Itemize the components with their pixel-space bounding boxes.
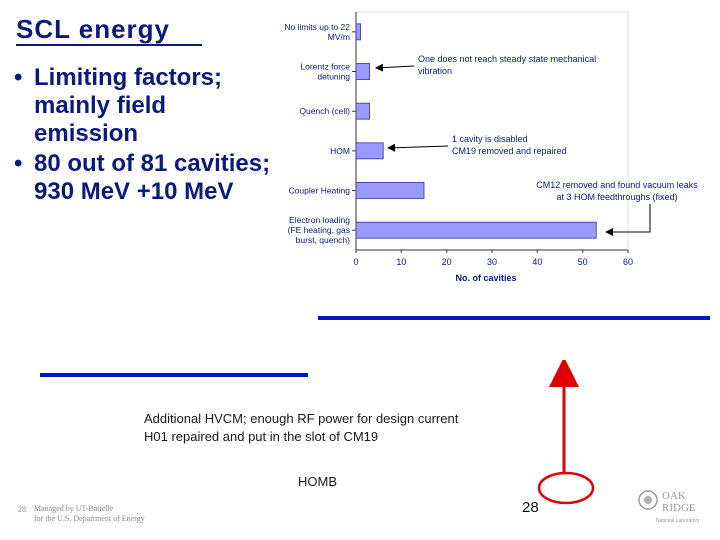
- logo-word: OAK: [662, 490, 686, 502]
- bullet-text: 80 out of 81 cavities; 930 MeV +10 MeV: [34, 150, 271, 205]
- annotation-line: 1 cavity is disabled: [452, 134, 528, 144]
- hvcm-line: Additional HVCM; enough RF power for des…: [144, 411, 459, 426]
- title-underline: [16, 44, 202, 46]
- red-arrow-icon: [537, 360, 595, 505]
- bullet-text: Limiting factors; mainly field emission: [34, 64, 223, 147]
- bullet-dot: •: [14, 64, 23, 91]
- hvcm-note: Additional HVCM; enough RF power for des…: [144, 410, 458, 446]
- bullet-item: • 80 out of 81 cavities; 930 MeV +10 MeV: [14, 150, 276, 206]
- logo-word: RIDGE: [662, 502, 696, 514]
- category-label: Quench (cell): [299, 106, 350, 116]
- red-circle-icon: [537, 471, 595, 505]
- annotation-arrow: [375, 63, 415, 72]
- x-tick-label: 40: [532, 257, 542, 267]
- footer-line: for the U.S. Department of Energy: [34, 514, 145, 523]
- bullet-item: • Limiting factors; mainly field emissio…: [14, 64, 276, 148]
- bar: [355, 63, 371, 80]
- bar: [355, 102, 371, 120]
- category-label: HOM: [330, 146, 350, 156]
- plot-area: [355, 11, 629, 251]
- page-number: 28: [522, 499, 539, 516]
- x-tick-label: 10: [396, 257, 406, 267]
- limiting-factors-chart: No limits up to 22 MV/m Lorentz force detun…: [284, 11, 651, 283]
- category-label: No limits up to 22 MV/m: [284, 22, 350, 42]
- footer-slide-number: 28: [18, 505, 26, 514]
- annotation-line: CM12 removed and found vacuum leaks: [536, 180, 698, 190]
- annotation-arrow: [387, 143, 449, 152]
- x-axis-title: No. of cavities: [455, 273, 516, 283]
- annotation-hom: 1 cavity is disabled CM19 removed and re…: [452, 133, 592, 157]
- bar: [355, 221, 597, 239]
- annotation-line: CM19 removed and repaired: [452, 146, 567, 156]
- oak-ridge-logo: OAK RIDGE National Laboratory: [638, 490, 700, 524]
- category-label: Lorentz force detuning: [300, 62, 350, 82]
- footer-credit: Managed by UT-Battelle for the U.S. Depa…: [34, 504, 145, 524]
- slide-title: SCL energy: [16, 14, 171, 44]
- x-tick-label: 0: [353, 257, 358, 267]
- category-label: Electron loading (FE heating, gas burst, q…: [288, 215, 351, 245]
- annotation-line: at 3 HOM feedthroughs (fixed): [556, 192, 678, 202]
- bar: [355, 142, 384, 160]
- blue-rule-left: [40, 373, 308, 377]
- annotation-coupler: CM12 removed and found vacuum leaks at 3…: [522, 179, 712, 203]
- bullet-list: • Limiting factors; mainly field emissio…: [14, 64, 276, 208]
- footer-line: Managed by UT-Battelle: [34, 504, 114, 513]
- annotation-arrow: [605, 204, 651, 236]
- logo-subtitle: National Laboratory: [656, 518, 700, 524]
- x-tick-label: 30: [487, 257, 497, 267]
- annotation-line: One does not reach steady state mechanic…: [418, 54, 597, 64]
- x-tick-label: 60: [623, 257, 633, 267]
- annotation-lorentz: One does not reach steady state mechanic…: [418, 53, 628, 77]
- x-tick-label: 50: [578, 257, 588, 267]
- category-label: Coupler Heating: [289, 186, 351, 196]
- x-tick-label: 20: [442, 257, 452, 267]
- blue-rule-right: [318, 316, 710, 320]
- logo-emblem-icon: [638, 490, 658, 510]
- bullet-dot: •: [14, 150, 23, 177]
- annotation-line: vibration: [418, 66, 453, 76]
- bar: [355, 182, 425, 199]
- hvcm-line: H01 repaired and put in the slot of CM19: [144, 429, 379, 444]
- bar: [355, 23, 361, 41]
- homb-label: HOMB: [298, 474, 337, 489]
